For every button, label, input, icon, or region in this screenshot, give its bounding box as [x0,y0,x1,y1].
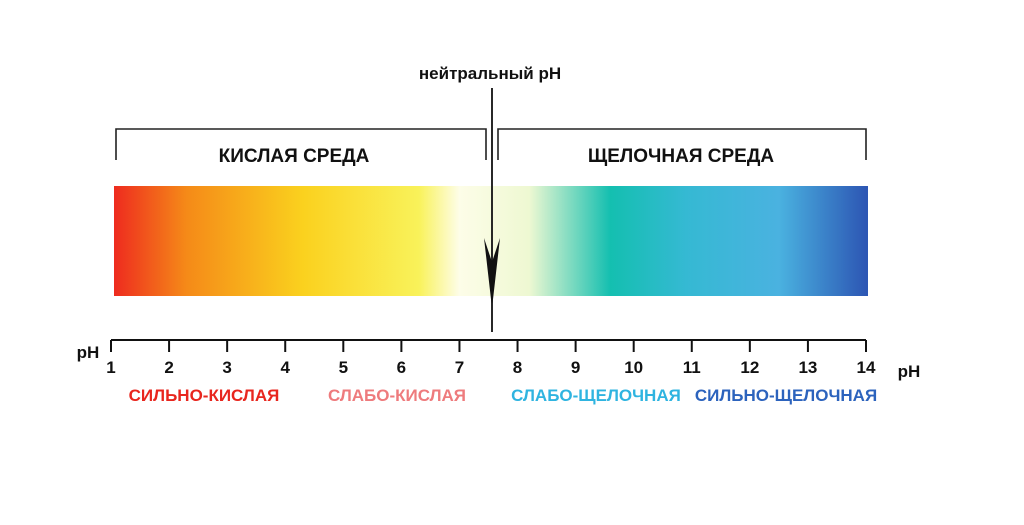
acid-bracket [115,128,487,160]
axis-tick-label: 12 [740,358,759,377]
alkaline-bracket [497,128,867,160]
axis-tick-label: 9 [571,358,580,377]
axis-tick-label: 14 [857,358,876,377]
axis-label-left: pH [77,343,100,362]
axis-tick-label: 4 [280,358,290,377]
axis-tick-label: 8 [513,358,522,377]
axis-tick-label: 2 [164,358,173,377]
zone-label-weakly-acidic: СЛАБО-КИСЛАЯ [328,386,466,405]
axis-tick-label: 13 [798,358,817,377]
axis-tick-label: 3 [222,358,231,377]
neutral-arrow [484,88,500,332]
axis-tick-label: 1 [106,358,115,377]
alkaline-medium-label: ЩЕЛОЧНАЯ СРЕДА [588,146,774,167]
axis-tick-label: 5 [339,358,348,377]
zone-label-strongly-alkaline: СИЛЬНО-ЩЕЛОЧНАЯ [695,386,877,405]
axis-tick-label: 7 [455,358,464,377]
axis-tick-label: 10 [624,358,643,377]
acid-medium-label: КИСЛАЯ СРЕДА [219,146,370,167]
zone-label-strongly-acidic: СИЛЬНО-КИСЛАЯ [129,386,280,405]
axis-tick-label: 6 [397,358,406,377]
axis-tick-label: 11 [683,358,701,377]
axis-label-right: pH [898,362,921,381]
zone-label-weakly-alkaline: СЛАБО-ЩЕЛОЧНАЯ [511,386,681,405]
neutral-ph-label: нейтральный pH [419,64,561,83]
